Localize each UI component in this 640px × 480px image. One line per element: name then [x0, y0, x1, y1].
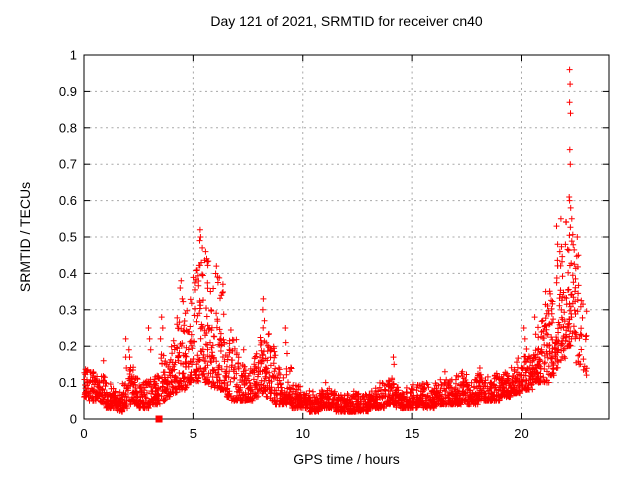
x-axis-label: GPS time / hours: [293, 451, 400, 467]
y-axis-label: SRMTID / TECUs: [17, 181, 33, 293]
y-tick-label: 0.1: [59, 375, 77, 390]
x-tick-label: 15: [405, 426, 419, 441]
y-tick-label: 0: [70, 412, 77, 427]
x-tick-label: 20: [514, 426, 528, 441]
scatter-points-series: [81, 66, 590, 415]
y-tick-label: 0.7: [59, 157, 77, 172]
y-tick-label: 0.2: [59, 339, 77, 354]
y-tick-label: 1: [70, 48, 77, 63]
x-tick-label: 5: [190, 426, 197, 441]
x-tick-label: 0: [80, 426, 87, 441]
y-tick-label: 0.3: [59, 302, 77, 317]
y-tick-label: 0.8: [59, 120, 77, 135]
x-tick-label: 10: [296, 426, 310, 441]
chart-title: Day 121 of 2021, SRMTID for receiver cn4…: [210, 13, 483, 29]
y-tick-label: 0.6: [59, 193, 77, 208]
y-tick-label: 0.4: [59, 266, 77, 281]
y-tick-label: 0.5: [59, 230, 77, 245]
special-square-point: [155, 415, 163, 423]
y-tick-label: 0.9: [59, 84, 77, 99]
